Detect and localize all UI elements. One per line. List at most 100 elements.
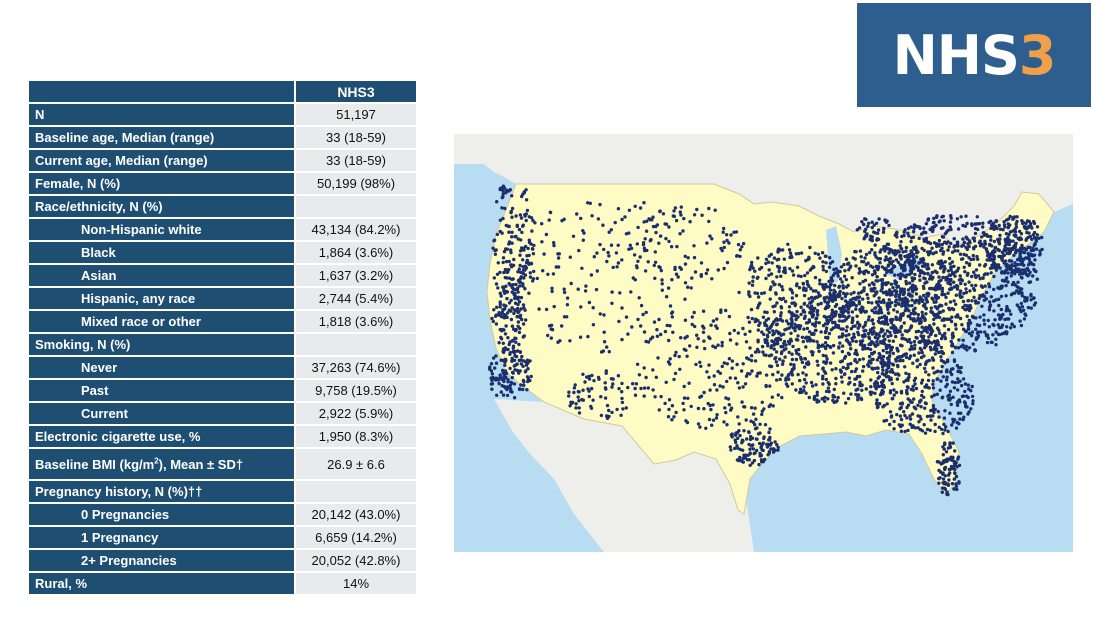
participant-dot: [652, 320, 657, 324]
participant-dot: [922, 423, 926, 427]
table-section-row: Pregnancy history, N (%)††: [29, 481, 416, 502]
participant-dot: [864, 217, 868, 222]
participant-dot: [511, 346, 515, 350]
participant-dot: [642, 330, 647, 334]
participant-dot: [1029, 306, 1033, 310]
participant-dot: [711, 344, 715, 348]
participant-dot: [550, 289, 554, 294]
participant-dot: [800, 360, 805, 365]
participant-dot: [774, 360, 779, 364]
participant-dot: [648, 218, 653, 222]
participant-dot: [675, 244, 679, 249]
participant-dot: [962, 265, 966, 269]
participant-dot: [888, 410, 893, 414]
participant-dot: [510, 359, 514, 363]
participant-dot: [713, 345, 718, 350]
participant-dot: [916, 426, 920, 430]
participant-dot: [885, 402, 889, 406]
participant-dot: [658, 234, 663, 238]
participant-dot: [805, 335, 809, 339]
participant-dot: [908, 422, 912, 426]
participant-dot: [521, 284, 525, 288]
participant-dot: [673, 267, 677, 272]
participant-dot: [516, 286, 520, 290]
participant-dot: [720, 344, 724, 348]
participant-dot: [659, 332, 663, 337]
participant-dot: [904, 249, 908, 253]
participant-dot: [626, 332, 630, 336]
participant-dot: [657, 241, 661, 245]
participant-dot: [944, 241, 949, 246]
participant-dot: [857, 358, 862, 362]
participant-dot: [824, 346, 828, 351]
participant-dot: [526, 361, 530, 365]
participant-dot: [514, 340, 518, 344]
participant-dot: [896, 249, 900, 253]
participant-dot: [854, 264, 858, 268]
participant-dot: [834, 310, 838, 314]
participant-dot: [581, 238, 585, 242]
participant-dot: [958, 293, 962, 298]
participant-dot: [607, 254, 611, 258]
participant-dot: [888, 330, 892, 335]
participant-dot: [528, 275, 533, 279]
participant-dot: [899, 417, 904, 422]
participant-dot: [1031, 248, 1036, 252]
participant-dot: [796, 274, 801, 278]
participant-dot: [503, 363, 507, 367]
participant-dot: [710, 423, 714, 427]
participant-dot: [510, 235, 514, 239]
participant-dot: [722, 420, 726, 424]
participant-dot: [919, 296, 923, 301]
participant-dot: [790, 357, 795, 362]
participant-dot: [510, 241, 514, 245]
participant-dot: [751, 447, 756, 451]
participant-dot: [586, 201, 590, 205]
participant-dot: [865, 292, 869, 297]
participant-dot: [667, 239, 671, 244]
participant-dot: [1027, 257, 1031, 261]
participant-dot: [941, 453, 945, 457]
participant-dot: [1019, 323, 1024, 328]
participant-dot: [639, 324, 643, 328]
participant-dot: [653, 395, 657, 399]
participant-dot: [761, 315, 766, 319]
participant-dot: [928, 274, 933, 278]
participant-dot: [920, 330, 924, 335]
participant-dot: [768, 427, 772, 431]
participant-dot: [807, 362, 811, 366]
participant-dot: [521, 335, 525, 339]
participant-dot: [616, 261, 621, 265]
participant-dot: [797, 324, 801, 328]
participant-dot: [867, 221, 871, 225]
participant-dot: [933, 422, 937, 427]
participant-dot: [628, 243, 632, 247]
participant-dot: [918, 414, 922, 419]
participant-dot: [862, 237, 866, 241]
participant-dot: [852, 382, 857, 387]
participant-dot: [736, 381, 740, 385]
participant-dot: [813, 251, 817, 255]
participant-dot: [898, 244, 902, 248]
participant-dot: [881, 281, 885, 285]
participant-dot: [894, 258, 899, 262]
participant-dot: [496, 261, 500, 265]
participant-dot: [638, 206, 643, 210]
participant-dot: [871, 322, 876, 326]
participant-dot: [789, 331, 793, 335]
participant-dot: [902, 410, 906, 414]
participant-dot: [833, 283, 837, 288]
participant-dot: [941, 309, 945, 313]
participant-dot: [1040, 235, 1044, 240]
participant-dot: [893, 264, 897, 269]
participant-dot: [965, 314, 969, 318]
participant-dot: [934, 333, 938, 338]
participant-dot: [775, 258, 779, 262]
participant-dot: [958, 379, 962, 383]
participant-dot: [938, 266, 943, 270]
participant-dot: [832, 400, 836, 405]
participant-dot: [506, 378, 510, 382]
participant-dot: [525, 388, 529, 392]
participant-dot: [1006, 271, 1010, 275]
participant-dot: [707, 363, 711, 367]
